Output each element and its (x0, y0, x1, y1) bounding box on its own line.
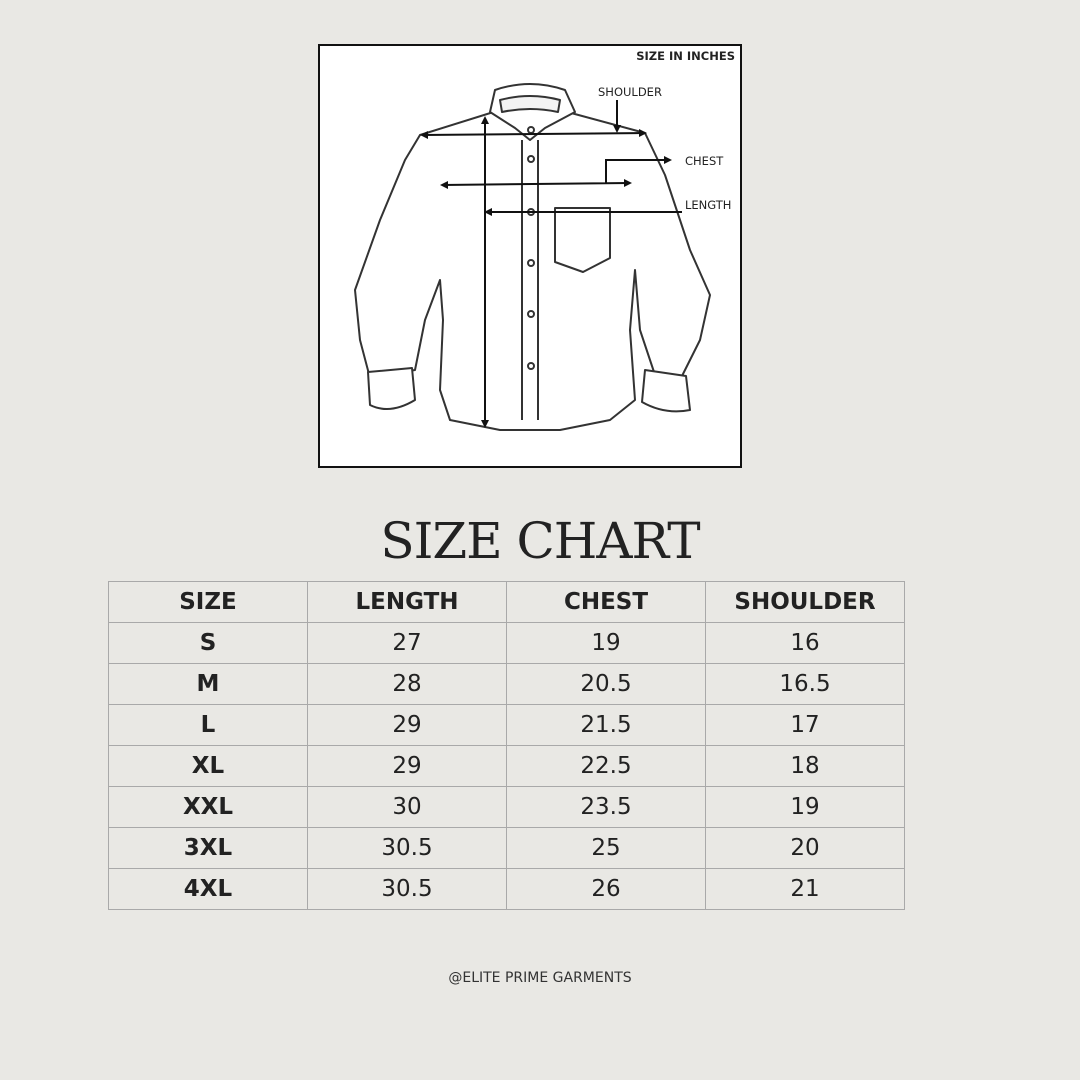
value-cell: 29 (307, 704, 507, 746)
value-cell: 19 (506, 622, 706, 664)
size-cell: XXL (108, 786, 308, 828)
table-row: 3XL 30.5 25 20 (108, 827, 905, 869)
value-cell: 21 (705, 868, 905, 910)
value-cell: 30 (307, 786, 507, 828)
value-cell: 25 (506, 827, 706, 869)
value-cell: 17 (705, 704, 905, 746)
shirt-drawing (354, 83, 711, 431)
diagram-note: SIZE IN INCHES (636, 49, 735, 63)
size-cell: 4XL (108, 868, 308, 910)
value-cell: 30.5 (307, 827, 507, 869)
size-cell: M (108, 663, 308, 705)
header-cell: SIZE (108, 581, 308, 623)
size-cell: L (108, 704, 308, 746)
value-cell: 18 (705, 745, 905, 787)
value-cell: 20 (705, 827, 905, 869)
size-table: SIZE LENGTH CHEST SHOULDER S 27 19 16 M 28 20.5 16.… (108, 581, 905, 910)
header-cell: SHOULDER (705, 581, 905, 623)
table-row: 4XL 30.5 26 21 (108, 868, 905, 910)
header-cell: CHEST (506, 581, 706, 623)
value-cell: 20.5 (506, 663, 706, 705)
table-row: XXL 30 23.5 19 (108, 786, 905, 828)
size-cell: 3XL (108, 827, 308, 869)
value-cell: 27 (307, 622, 507, 664)
measure-label: LENGTH (685, 198, 731, 212)
page-title: SIZE CHART (380, 512, 700, 570)
value-cell: 28 (307, 663, 507, 705)
value-cell: 22.5 (506, 745, 706, 787)
table-row: L 29 21.5 17 (108, 704, 905, 746)
header-cell: LENGTH (307, 581, 507, 623)
footer: @ELITE PRIME GARMENTS (448, 970, 632, 986)
value-cell: 23.5 (506, 786, 706, 828)
table-row: S 27 19 16 (108, 622, 905, 664)
size-cell: XL (108, 745, 308, 787)
value-cell: 19 (705, 786, 905, 828)
value-cell: 30.5 (307, 868, 507, 910)
table-row: SIZE LENGTH CHEST SHOULDER (108, 581, 905, 623)
value-cell: 21.5 (506, 704, 706, 746)
table-row: XL 29 22.5 18 (108, 745, 905, 787)
arrowheads (420, 116, 672, 428)
value-cell: 29 (307, 745, 507, 787)
measure-label: SHOULDER (598, 85, 662, 99)
value-cell: 16 (705, 622, 905, 664)
value-cell: 26 (506, 868, 706, 910)
value-cell: 16.5 (705, 663, 905, 705)
measure-label: CHEST (685, 154, 724, 168)
measure-lines (421, 100, 682, 425)
size-cell: S (108, 622, 308, 664)
table-row: M 28 20.5 16.5 (108, 663, 905, 705)
shirt-diagram: SIZE IN INCHES SHOULDER CHEST LENGTH (318, 44, 742, 468)
